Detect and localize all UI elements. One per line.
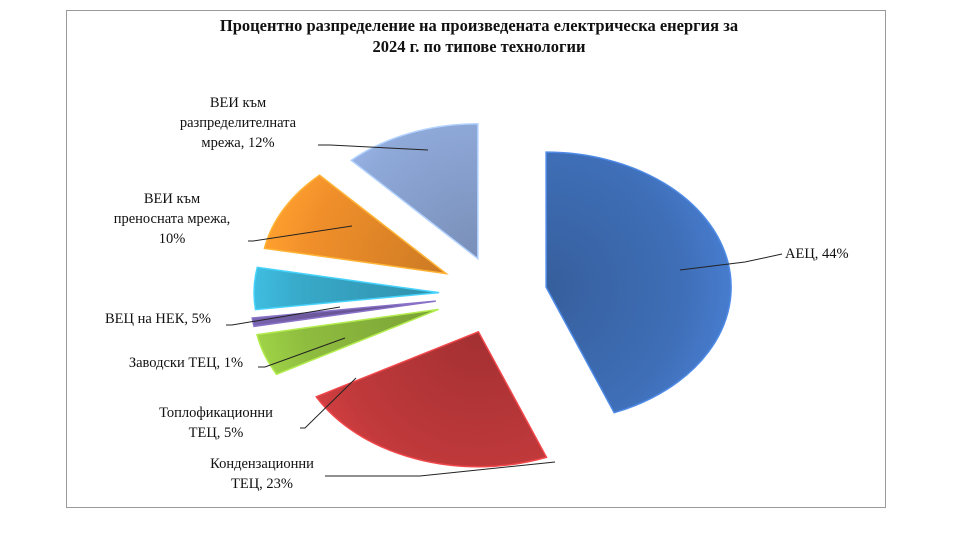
pie-slice-4 — [253, 266, 440, 311]
slice-label-line: АЕЦ, 44% — [785, 246, 849, 262]
slice-label-line: ВЕИ към — [210, 95, 266, 111]
pie-slice-3 — [251, 300, 436, 328]
slice-label-line: ТЕЦ, 23% — [231, 476, 293, 492]
slice-label-3: Заводски ТЕЦ, 1% — [129, 355, 243, 371]
slice-label-line: разпределителната — [180, 115, 297, 131]
slice-label-line: Кондензационни — [210, 456, 314, 472]
pie-slice-0 — [545, 151, 732, 414]
chart-title-line-2: 2024 г. по типове технологии — [372, 37, 586, 56]
leader-line-1 — [325, 461, 556, 477]
leader-line-3 — [258, 337, 346, 368]
slice-label-line: ВЕИ към — [144, 191, 200, 207]
chart-title-line-1: Процентно разпределение на произведената… — [219, 16, 739, 35]
slice-label-line: Топлофикационни — [159, 405, 273, 421]
leader-line-0 — [679, 253, 783, 271]
slice-label-line: преносната мрежа, — [114, 211, 231, 227]
slice-label-1: Кондензационни ТЕЦ, 23% — [210, 456, 314, 492]
slice-label-line: 10% — [159, 231, 186, 247]
slice-label-4: ВЕЦ на НЕК, 5% — [105, 311, 211, 327]
pie-slice-5 — [263, 174, 449, 275]
slice-label-line: ТЕЦ, 5% — [189, 425, 244, 441]
chart-title: Процентно разпределение на произведената… — [0, 15, 958, 57]
pie-slice-1 — [315, 330, 548, 468]
slice-label-line: мрежа, 12% — [201, 135, 274, 151]
pie-slice-6 — [349, 122, 479, 261]
pie-slice-2 — [256, 308, 439, 376]
leader-line-2 — [300, 377, 357, 429]
slice-label-0: АЕЦ, 44% — [785, 246, 849, 262]
leader-line-5 — [248, 225, 353, 242]
slice-label-5: ВЕИ към преносната мрежа, 10% — [114, 191, 231, 247]
slice-label-6: ВЕИ към разпределителната мрежа, 12% — [180, 95, 297, 151]
leader-line-4 — [226, 306, 341, 326]
slice-label-line: ВЕЦ на НЕК, 5% — [105, 311, 211, 327]
slice-label-2: Топлофикационни ТЕЦ, 5% — [159, 405, 273, 441]
leader-line-6 — [318, 144, 429, 151]
slice-label-line: Заводски ТЕЦ, 1% — [129, 355, 243, 371]
